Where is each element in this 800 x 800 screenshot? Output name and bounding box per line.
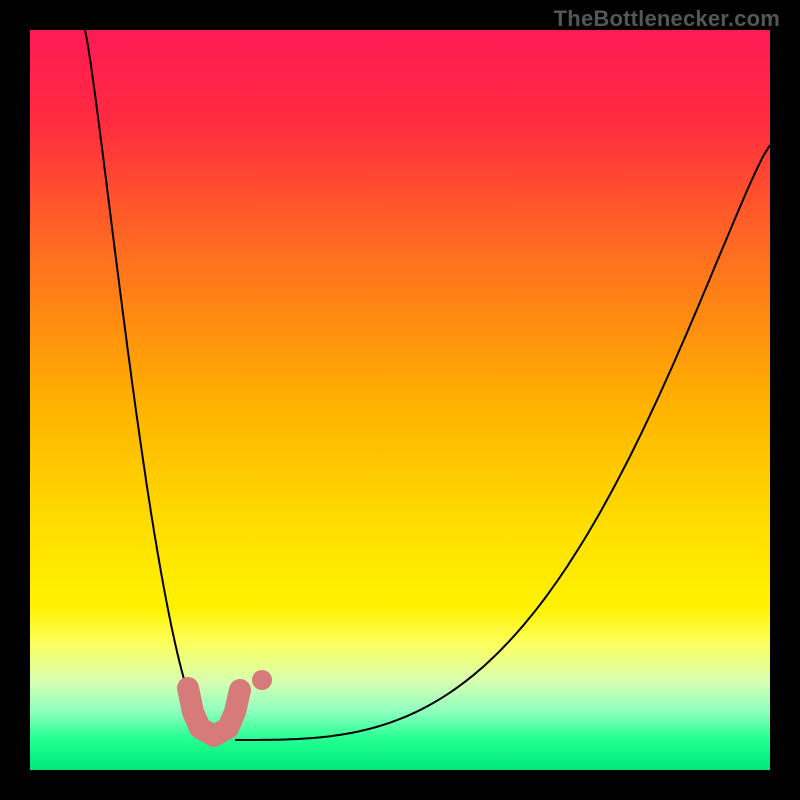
chart-container: TheBottlenecker.com bbox=[0, 0, 800, 800]
watermark-text: TheBottlenecker.com bbox=[554, 6, 780, 32]
bottleneck-chart bbox=[0, 0, 800, 800]
